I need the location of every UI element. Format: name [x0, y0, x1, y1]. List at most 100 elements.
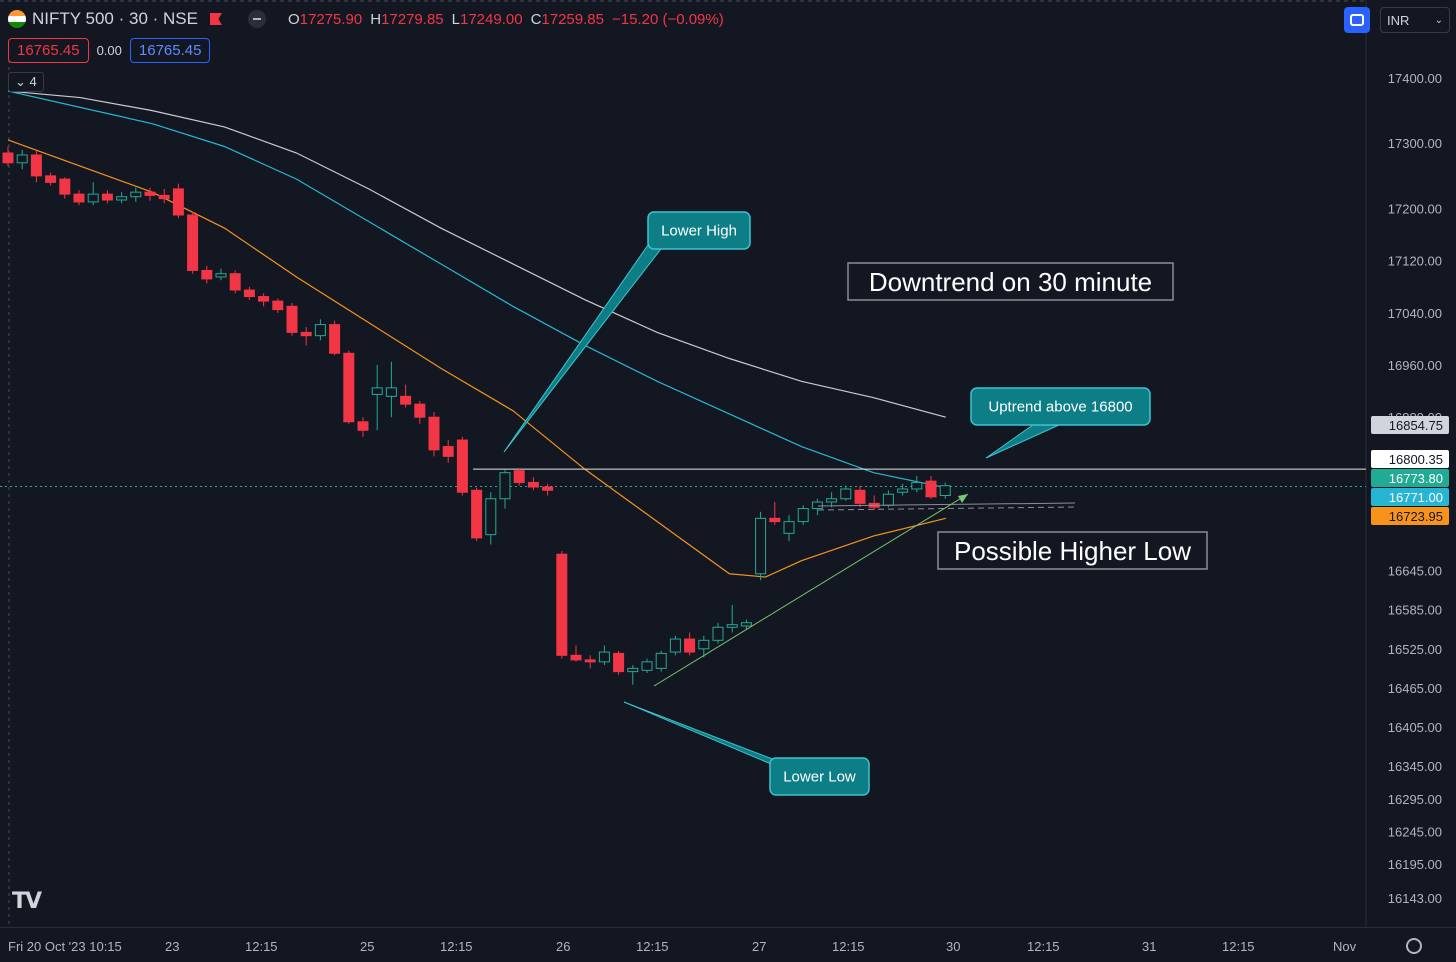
candle-body	[783, 521, 795, 534]
candle-body	[158, 194, 170, 200]
price-tag	[1371, 450, 1449, 468]
y-tick-label: 17200.00	[1388, 201, 1442, 216]
trade-panel: 16765.45 0.00 16765.45	[8, 38, 211, 63]
candle-body	[570, 654, 582, 661]
chevron-down-icon: ⌄	[15, 74, 26, 89]
candle-body	[414, 403, 426, 418]
trend-arrow-line[interactable]	[653, 493, 969, 687]
higher-low-note-box[interactable]	[937, 531, 1208, 570]
candle-body	[144, 191, 156, 196]
market-status-icon[interactable]	[247, 10, 266, 28]
downtrend-note-label: Downtrend on 30 minute	[869, 267, 1152, 297]
buy-button[interactable]: 16765.45	[129, 38, 211, 63]
candle-body	[30, 154, 42, 177]
candle-body	[343, 352, 355, 423]
candle-body	[243, 289, 255, 298]
candle-body	[314, 324, 326, 337]
layout-button[interactable]	[1344, 7, 1370, 33]
candle-body	[684, 638, 696, 653]
candle-body	[87, 193, 99, 203]
y-tick-label: 16295.00	[1388, 792, 1442, 807]
low-key: L	[451, 10, 460, 28]
low-value: 17249.00	[459, 10, 523, 28]
x-tick-label: 12:15	[636, 939, 669, 954]
candle-body	[513, 470, 525, 483]
candle-body	[840, 488, 852, 500]
candle-body	[187, 214, 199, 271]
x-tick-label: Fri 20 Oct '23 10:15	[8, 939, 122, 954]
candle-body	[925, 480, 937, 498]
indicators-count: 4	[29, 74, 37, 89]
candle-body	[797, 508, 809, 523]
candle-body	[641, 661, 653, 671]
x-tick-label: Nov	[1333, 939, 1357, 954]
candle-body	[371, 387, 383, 395]
candle-body	[655, 652, 667, 669]
price-tag	[1371, 507, 1449, 525]
x-tick-label: 12:15	[245, 939, 278, 954]
candle-body	[712, 626, 724, 641]
support-line[interactable]	[817, 502, 1076, 507]
price-tag-label: 16723.95	[1389, 509, 1443, 524]
lower-low-callout-box[interactable]	[769, 757, 870, 796]
ohlc-values: O17275.90 H17279.85 L17249.00 C17259.85 …	[288, 11, 724, 28]
x-tick-label: 27	[752, 939, 766, 954]
candle-body	[755, 517, 767, 575]
candle-body	[726, 624, 738, 628]
indicators-toggle[interactable]: ⌄ 4	[8, 72, 44, 92]
tradingview-logo-icon[interactable]: TV	[12, 889, 42, 914]
higher-low-note-label: Possible Higher Low	[954, 536, 1191, 566]
y-tick-label: 17300.00	[1388, 136, 1442, 151]
ma-line-cyan	[7, 90, 946, 489]
time-axis[interactable]	[0, 927, 1456, 962]
currency-select[interactable]: INR ⌄	[1380, 7, 1450, 33]
lower-high-callout-label: Lower High	[661, 223, 737, 240]
high-key: H	[370, 10, 382, 28]
ma-line-white	[7, 90, 946, 418]
price-tag-label: 16854.75	[1389, 418, 1443, 433]
candle-body	[130, 191, 142, 198]
high-value: 17279.85	[381, 10, 444, 28]
y-tick-label: 17040.00	[1388, 306, 1442, 321]
flag-icon[interactable]	[209, 13, 222, 25]
lower-low-callout-pointer	[623, 701, 791, 773]
candle-body	[698, 639, 710, 650]
y-tick-label: 16960.00	[1388, 358, 1442, 373]
candle-body	[542, 486, 554, 491]
candle-body	[769, 517, 781, 523]
layout-icon	[1350, 14, 1364, 26]
candle-body	[854, 489, 866, 504]
candle-body	[442, 446, 454, 457]
x-tick-label: 25	[360, 939, 374, 954]
candle-body	[740, 622, 752, 627]
settings-icon[interactable]	[1406, 938, 1422, 954]
open-value: 17275.90	[299, 10, 363, 28]
candle-body	[897, 488, 909, 493]
chevron-down-icon: ⌄	[1434, 14, 1443, 26]
candle-body	[471, 489, 483, 539]
lower-high-callout-box[interactable]	[647, 211, 751, 250]
lower-low-callout-label: Lower Low	[783, 769, 856, 786]
price-tag	[1371, 469, 1449, 487]
candle-body	[258, 296, 270, 302]
y-tick-label: 17400.00	[1388, 71, 1442, 86]
candle-body	[229, 273, 241, 291]
price-tag-label: 16800.35	[1389, 452, 1443, 467]
y-tick-label: 16525.00	[1388, 642, 1442, 657]
price-tag-label: 16771.00	[1389, 490, 1443, 505]
symbol-title[interactable]: NIFTY 500 · 30 · NSE	[32, 9, 198, 28]
open-key: O	[287, 10, 300, 28]
change-value: −15.20 (−0.09%)	[611, 10, 724, 28]
currency-label: INR	[1387, 12, 1410, 28]
candle-body	[428, 416, 440, 451]
y-tick-label: 16143.00	[1388, 891, 1442, 906]
candle-body	[499, 472, 511, 500]
support-dashed-line[interactable]	[817, 506, 1076, 511]
sell-button[interactable]: 16765.45	[8, 38, 89, 63]
y-tick-label: 16645.00	[1388, 564, 1442, 579]
x-tick-label: 12:15	[832, 939, 865, 954]
downtrend-note-box[interactable]	[847, 262, 1174, 301]
uptrend-callout-box[interactable]	[970, 387, 1151, 426]
candle-body	[882, 493, 894, 506]
